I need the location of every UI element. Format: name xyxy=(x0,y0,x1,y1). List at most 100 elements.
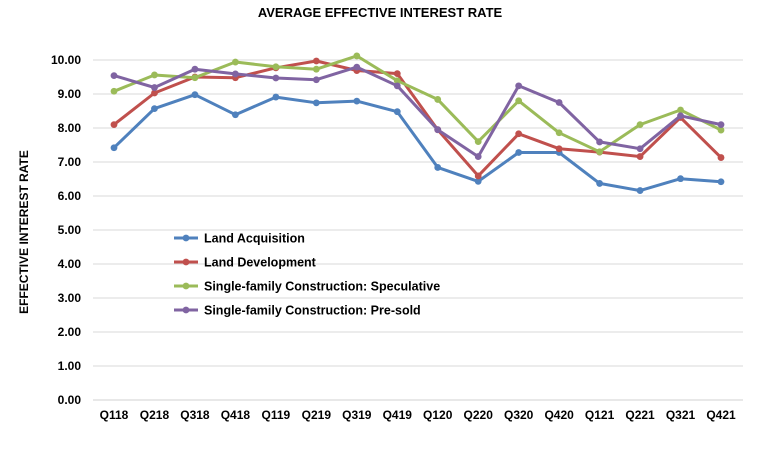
data-point xyxy=(596,138,603,146)
data-point xyxy=(110,144,118,152)
x-tick-label: Q118 xyxy=(100,408,129,422)
data-point xyxy=(393,82,401,90)
y-tick-label: 4.00 xyxy=(58,257,82,271)
data-point xyxy=(312,65,320,73)
data-point xyxy=(312,76,320,84)
x-tick-label: Q319 xyxy=(342,408,372,422)
legend-label: Single-family Construction: Speculative xyxy=(204,280,440,294)
data-point xyxy=(515,82,523,90)
data-point xyxy=(555,129,563,137)
series-line xyxy=(112,54,723,154)
data-point xyxy=(677,106,684,114)
data-point xyxy=(717,154,725,161)
data-point xyxy=(393,77,401,85)
legend-swatch-marker xyxy=(182,306,190,314)
data-point xyxy=(312,99,320,107)
series-line xyxy=(112,93,723,193)
data-point xyxy=(636,121,644,128)
legend-item: Single-family Construction: Speculative xyxy=(174,280,440,294)
data-point xyxy=(110,121,118,128)
y-tick-label: 7.00 xyxy=(58,155,82,169)
x-tick-label: Q421 xyxy=(706,408,736,422)
data-point xyxy=(353,52,361,60)
y-axis-tick-labels: 0.00 1.00 2.00 3.00 4.00 5.00 6.00 7.00 8.00 9.00… xyxy=(51,53,81,407)
series-line xyxy=(112,59,723,178)
data-point xyxy=(677,112,684,120)
data-point xyxy=(434,164,442,171)
series-line xyxy=(112,65,723,159)
data-point xyxy=(474,153,482,160)
x-tick-label: Q120 xyxy=(423,408,453,422)
y-tick-label: 0.00 xyxy=(58,393,82,407)
data-point xyxy=(636,153,644,160)
y-axis-title: EFFECTIVE INTEREST RATE xyxy=(17,150,31,314)
y-tick-label: 5.00 xyxy=(58,223,82,237)
data-point xyxy=(151,84,158,91)
x-tick-label: Q420 xyxy=(544,408,574,422)
data-point xyxy=(272,93,280,101)
data-point xyxy=(555,99,563,106)
y-tick-label: 10.00 xyxy=(51,53,81,67)
x-axis-tick-labels: Q118 Q218 Q318 Q418 Q119 Q219 Q319 Q419 Q120 Q220… xyxy=(100,408,736,422)
series-4 xyxy=(110,63,725,160)
data-point xyxy=(474,177,482,185)
data-point xyxy=(232,70,239,78)
data-point xyxy=(515,149,523,156)
data-point xyxy=(353,97,361,105)
y-tick-label: 6.00 xyxy=(58,189,82,203)
x-tick-label: Q221 xyxy=(625,408,655,422)
data-point xyxy=(191,91,199,99)
data-point xyxy=(272,63,280,71)
gridlines xyxy=(93,59,743,401)
x-tick-label: Q219 xyxy=(302,408,332,422)
data-point xyxy=(393,108,401,116)
data-point xyxy=(151,71,158,79)
x-tick-label: Q320 xyxy=(504,408,534,422)
legend-swatch-marker xyxy=(182,258,190,266)
data-point xyxy=(515,130,523,138)
x-tick-label: Q318 xyxy=(180,408,210,422)
data-point xyxy=(151,89,158,97)
x-tick-label: Q218 xyxy=(140,408,170,422)
data-point xyxy=(717,121,725,128)
data-point xyxy=(393,70,401,77)
data-point xyxy=(717,178,725,186)
data-point xyxy=(434,126,442,134)
x-tick-label: Q119 xyxy=(262,408,291,422)
y-tick-label: 9.00 xyxy=(58,87,82,101)
y-tick-label: 1.00 xyxy=(58,359,82,373)
data-point xyxy=(515,97,523,105)
data-point xyxy=(151,105,158,113)
data-point xyxy=(677,175,684,183)
data-point xyxy=(110,87,118,95)
data-point xyxy=(232,111,239,119)
data-point xyxy=(232,58,239,66)
x-tick-label: Q220 xyxy=(464,408,494,422)
series-3 xyxy=(110,52,725,156)
data-point xyxy=(434,96,442,103)
data-point xyxy=(474,138,482,146)
x-tick-label: Q419 xyxy=(383,408,413,422)
series-group xyxy=(110,52,725,194)
x-tick-label: Q121 xyxy=(585,408,615,422)
data-point xyxy=(596,180,603,187)
legend-item: Single-family Construction: Pre-sold xyxy=(174,304,421,318)
x-tick-label: Q418 xyxy=(221,408,251,422)
legend-swatch-marker xyxy=(182,282,190,290)
y-tick-label: 3.00 xyxy=(58,291,82,305)
data-point xyxy=(110,72,118,80)
legend-swatch-marker xyxy=(182,234,190,242)
data-point xyxy=(312,57,320,65)
data-point xyxy=(272,74,280,82)
data-point xyxy=(636,187,644,194)
data-point xyxy=(717,126,725,134)
legend: Land Acquisition Land Development Single-f… xyxy=(174,232,440,318)
data-point xyxy=(555,145,563,153)
legend-label: Single-family Construction: Pre-sold xyxy=(204,304,421,318)
legend-item: Land Development xyxy=(174,256,317,270)
data-point xyxy=(191,74,199,82)
data-point xyxy=(353,63,361,71)
data-point xyxy=(596,148,603,156)
data-point xyxy=(474,172,482,180)
